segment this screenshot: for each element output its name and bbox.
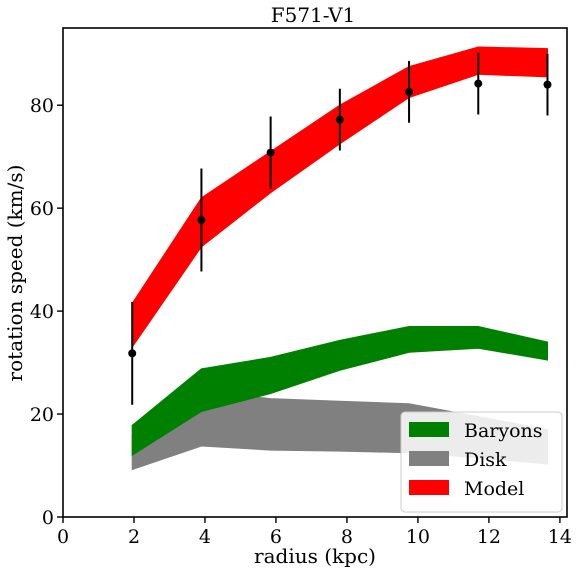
y-axis: 0 20 40 60 80 [30, 95, 63, 529]
band-baryons [131, 326, 548, 457]
y-tick-label: 0 [42, 507, 54, 529]
legend-label-model: Model [464, 478, 524, 500]
y-tick-label: 80 [30, 95, 54, 117]
plot-frame [62, 27, 568, 518]
data-point [266, 148, 275, 157]
legend-label-baryons: Baryons [464, 420, 543, 442]
data-point [474, 79, 483, 88]
chart-title: F571-V1 [271, 3, 356, 27]
x-tick-label: 6 [270, 526, 282, 548]
data-point [335, 115, 344, 124]
data-point [197, 215, 206, 224]
data-point [405, 87, 414, 96]
x-tick-label: 12 [477, 526, 501, 548]
legend-swatch-model [409, 480, 449, 495]
y-axis-label: rotation speed (km/s) [3, 165, 27, 382]
x-tick-label: 4 [199, 526, 211, 548]
x-axis: 0 2 4 6 8 10 12 14 [57, 517, 572, 548]
data-point [543, 80, 552, 89]
observation-layer [128, 52, 552, 405]
x-tick-label: 0 [57, 526, 69, 548]
x-tick-label: 10 [406, 526, 430, 548]
x-axis-label: radius (kpc) [254, 544, 376, 568]
legend: Baryons Disk Model [400, 411, 563, 513]
legend-label-disk: Disk [464, 449, 507, 471]
y-tick-label: 40 [30, 301, 54, 323]
x-tick-label: 8 [341, 526, 353, 548]
legend-swatch-disk [409, 451, 449, 466]
y-tick-label: 20 [30, 404, 54, 426]
x-tick-label: 14 [548, 526, 572, 548]
x-tick-label: 2 [128, 526, 140, 548]
y-tick-label: 60 [30, 198, 54, 220]
legend-swatch-baryons [409, 422, 449, 437]
data-point [128, 349, 137, 358]
